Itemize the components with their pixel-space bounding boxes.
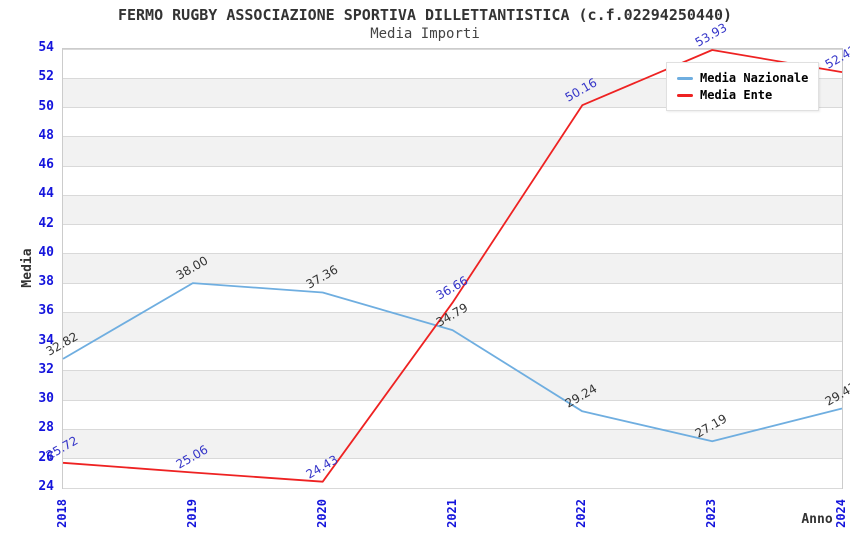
gridline (63, 136, 842, 138)
series-lines (62, 49, 843, 483)
gridline (63, 428, 842, 430)
y-tick-label: 48 (38, 127, 54, 143)
y-tick-label: 50 (38, 98, 54, 114)
y-tick-label: 36 (38, 303, 54, 319)
plot-band (63, 312, 842, 342)
y-tick-label: 42 (38, 215, 54, 231)
gridline (63, 370, 842, 372)
y-tick-label: 38 (38, 274, 54, 290)
y-tick-label: 28 (38, 420, 54, 436)
gridline (63, 77, 842, 79)
x-tick-label: 2020 (314, 499, 329, 528)
y-tick-label: 54 (38, 40, 54, 55)
series-line-media-ente (62, 49, 843, 483)
gridline (63, 165, 842, 167)
legend-label: Media Ente (700, 88, 773, 102)
y-tick-label: 46 (38, 157, 54, 173)
x-tick-label: 2023 (704, 499, 719, 528)
gridline (63, 224, 842, 226)
gridline (63, 487, 842, 489)
y-tick-label: 30 (38, 391, 54, 407)
plot-band (63, 370, 842, 401)
plot-band (63, 136, 842, 167)
legend-label: Media Nazionale (700, 71, 809, 85)
x-tick-label: 2024 (834, 499, 848, 528)
plot-band (63, 107, 842, 137)
x-tick-label: 2022 (574, 499, 589, 528)
gridline (63, 399, 842, 401)
line-swatch-icon (677, 76, 693, 80)
legend: Media Nazionale Media Ente (666, 62, 820, 111)
series-line-media-nazionale (62, 282, 843, 443)
plot-band (63, 283, 842, 313)
y-tick-label: 32 (38, 361, 54, 377)
y-tick-label: 44 (38, 186, 54, 202)
plot-band (63, 224, 842, 254)
legend-item-media-ente[interactable]: Media Ente (677, 87, 808, 103)
chart-title: FERMO RUGBY ASSOCIAZIONE SPORTIVA DILLET… (117, 6, 733, 24)
plot-band (63, 253, 842, 284)
plot-band (63, 166, 842, 196)
plot-band (63, 341, 842, 371)
line-swatch-icon (677, 93, 693, 97)
plot-band (63, 429, 842, 459)
gridline (63, 48, 842, 50)
chart-subtitle: Media Importi (370, 26, 480, 42)
gridline (63, 341, 842, 343)
plot-band (63, 400, 842, 430)
x-tick-label: 2018 (55, 499, 69, 528)
x-tick-label: 2019 (184, 499, 199, 528)
gridline (63, 458, 842, 460)
gridline (63, 311, 842, 313)
y-tick-label: 26 (38, 449, 54, 465)
x-tick-label: 2021 (444, 499, 459, 528)
plot-band (63, 195, 842, 225)
y-tick-label: 52 (38, 69, 54, 85)
legend-item-media-nazionale[interactable]: Media Nazionale (677, 70, 808, 86)
y-tick-label: 40 (38, 244, 54, 260)
y-tick-label: 34 (38, 332, 54, 348)
gridline (63, 253, 842, 255)
y-tick-label: 24 (38, 479, 54, 494)
gridline (63, 107, 842, 109)
gridline (63, 194, 842, 196)
plot-area (62, 48, 843, 489)
x-axis-title: Anno (801, 512, 833, 527)
gridline (63, 282, 842, 284)
